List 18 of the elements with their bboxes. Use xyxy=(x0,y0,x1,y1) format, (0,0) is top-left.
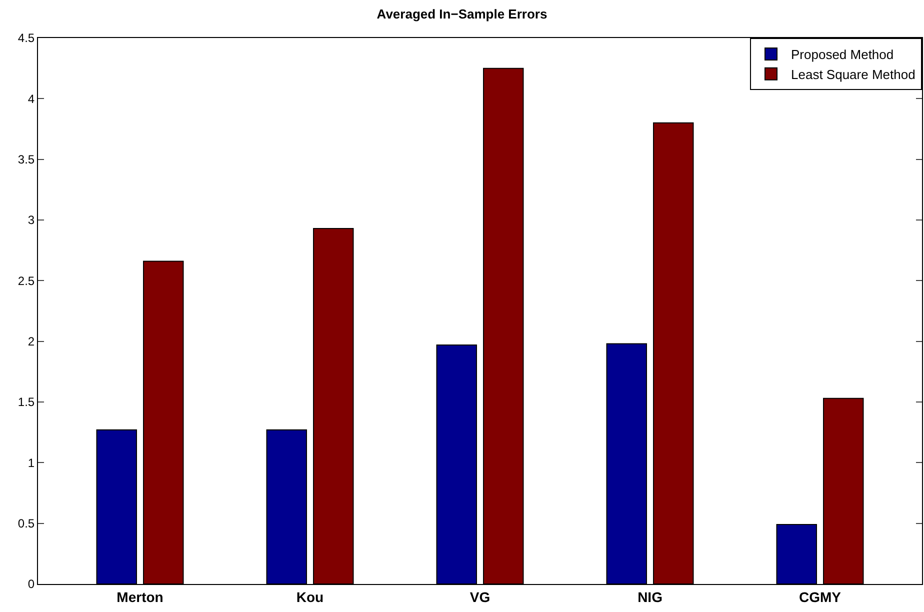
y-tick-label: 1.5 xyxy=(18,395,35,410)
chart-title: Averaged In−Sample Errors xyxy=(376,6,548,22)
x-tick-label: CGMY xyxy=(799,588,842,605)
y-tick-label: 1 xyxy=(28,456,35,470)
y-tick-label: 3 xyxy=(28,213,35,228)
y-tick-label: 0.5 xyxy=(18,516,35,531)
x-tick-label: VG xyxy=(470,588,490,605)
y-tick-label: 4 xyxy=(28,92,35,106)
x-tick-label: Merton xyxy=(116,588,164,605)
legend-label: Proposed Method xyxy=(791,47,894,62)
y-tick-label: 2 xyxy=(28,334,35,349)
x-tick-label: Kou xyxy=(296,588,324,605)
legend-label: Least Square Method xyxy=(791,66,916,82)
y-tick-label: 4.5 xyxy=(18,31,35,46)
y-tick-label: 0 xyxy=(28,577,35,592)
y-tick-label: 2.5 xyxy=(18,274,35,288)
x-tick-label: NIG xyxy=(638,588,663,605)
y-tick-label: 3.5 xyxy=(18,152,35,167)
